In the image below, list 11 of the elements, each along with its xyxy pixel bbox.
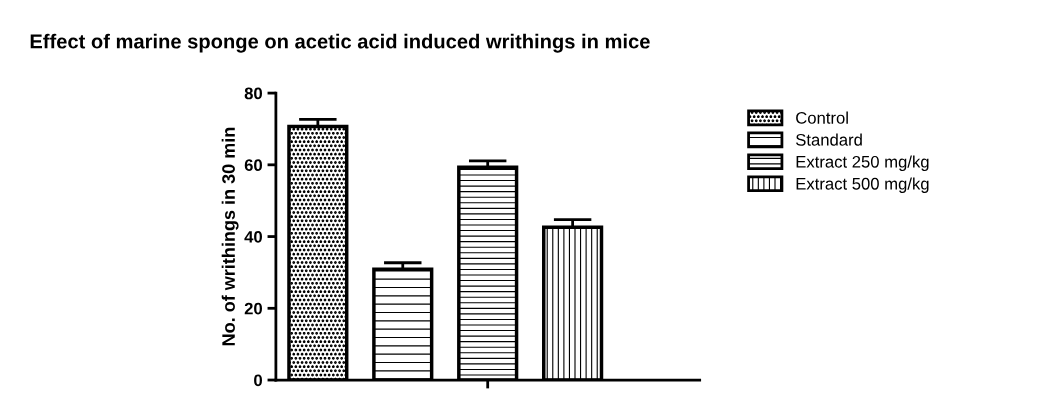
y-axis-title: No. of writhings in 30 min: [221, 127, 239, 346]
y-tick-label: 20: [244, 302, 263, 315]
y-tick-label: 60: [244, 159, 263, 172]
y-tick-label: 40: [244, 230, 263, 243]
y-tick-label: 0: [254, 374, 263, 387]
legend-label: Standard: [796, 133, 862, 146]
legend-label: Extract 500 mg/kg: [796, 177, 929, 193]
chart-title: Effect of marine sponge on acetic acid induced writhings in mice: [30, 33, 650, 53]
y-tick-label: 80: [244, 87, 263, 100]
legend-label: Extract 250 mg/kg: [796, 155, 929, 171]
legend-label: Control: [796, 111, 848, 124]
